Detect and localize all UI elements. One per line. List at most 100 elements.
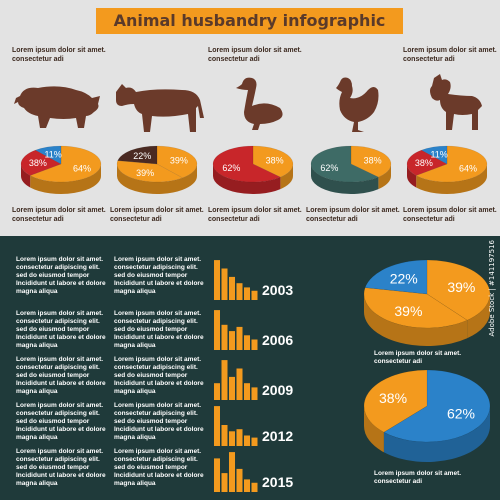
mini-bar	[244, 435, 250, 446]
pie-slice-side	[383, 406, 490, 462]
pie-slice	[156, 145, 198, 179]
mini-bar	[251, 290, 258, 300]
cow-icon	[116, 84, 204, 132]
text-block-4-2: Lorem ipsum dolor sit amet. consectetur a…	[114, 402, 204, 441]
caption-pie-1: Lorem ipsum dolor sit amet. consectetur a…	[12, 207, 106, 223]
mini-bar	[221, 324, 228, 350]
mini-bar	[221, 425, 228, 446]
mini-bar	[229, 376, 235, 400]
page-title: Animal husbandry infographic	[113, 11, 386, 30]
pie-slice-label: 64%	[459, 164, 477, 174]
text-block-2-2: Lorem ipsum dolor sit amet. consectetur a…	[114, 310, 204, 349]
pie-slice	[212, 145, 281, 183]
pie-slice-side	[364, 406, 384, 453]
pie-slice	[364, 259, 428, 295]
text-block-3-1: Lorem ipsum dolor sit amet. consectetur a…	[16, 356, 106, 395]
mini-bar	[251, 482, 258, 492]
pie-slice	[350, 145, 392, 178]
mini-bar	[251, 437, 258, 446]
mini-bar	[236, 429, 243, 446]
mini-bar	[214, 406, 220, 446]
mini-bar	[244, 287, 250, 300]
pie-slice-side	[364, 294, 468, 346]
pie-slice-label: 39%	[447, 279, 475, 295]
pie-slice	[34, 145, 62, 165]
mini-bar	[229, 331, 235, 350]
year-label: 2015	[262, 474, 294, 490]
mini-bar	[251, 339, 258, 350]
pie-slice	[310, 145, 379, 183]
pie-chart-goose: 38% 62%	[212, 145, 294, 194]
pie-slice-side	[467, 294, 490, 339]
text-block-4-1: Lorem ipsum dolor sit amet. consectetur a…	[16, 402, 106, 441]
pie-slice-side	[407, 164, 417, 188]
pie-slice	[383, 369, 491, 443]
text-block-2-1: Lorem ipsum dolor sit amet. consectetur a…	[16, 310, 106, 349]
text-block-5-1: Lorem ipsum dolor sit amet. consectetur a…	[16, 448, 106, 487]
mini-bar	[244, 335, 250, 350]
caption-pie-5: Lorem ipsum dolor sit amet. consectetur a…	[403, 207, 497, 223]
goose-icon	[236, 77, 283, 130]
mini-bar	[221, 473, 228, 492]
title-bar: Animal husbandry infographic	[96, 8, 403, 34]
pie-slice-label: 39%	[170, 156, 188, 166]
pie-slice	[406, 149, 448, 176]
pie-slice	[29, 145, 102, 183]
pie-slice-label: 38%	[266, 155, 284, 165]
year-label: 2009	[262, 382, 294, 398]
pie-slice-label: 38%	[364, 155, 382, 165]
text-block-5-2: Lorem ipsum dolor sit amet. consectetur a…	[114, 448, 204, 487]
pie-slice-label: 62%	[320, 163, 338, 173]
text-block-3-2: Lorem ipsum dolor sit amet. consectetur a…	[114, 356, 204, 395]
caption-pie-4: Lorem ipsum dolor sit amet. consectetur a…	[306, 207, 400, 223]
mini-bar-chart-3	[214, 360, 258, 400]
pie-slice	[420, 145, 448, 165]
caption-top-3: Lorem ipsum dolor sit amet. consectetur a…	[403, 47, 497, 63]
watermark: Adobe Stock | #141197516	[488, 240, 498, 490]
mini-bar-chart-5	[214, 452, 258, 492]
mini-bar-chart-4	[214, 406, 258, 446]
mini-bar	[214, 458, 220, 492]
pie-slice	[117, 145, 158, 165]
caption-big-pie-2: Lorem ipsum dolor sit amet. consectetur a…	[374, 470, 462, 485]
pie-chart-pig: 64% 38%11%	[20, 145, 102, 194]
pie-chart-cow: 39% 39% 22%	[116, 145, 198, 194]
pie-slice-side	[30, 164, 101, 194]
caption-pie-3: Lorem ipsum dolor sit amet. consectetur a…	[208, 207, 302, 223]
pie-slice-label: 22%	[133, 151, 151, 161]
year-label: 2006	[262, 332, 294, 348]
pie-slice-label: 22%	[390, 271, 418, 287]
mini-bar	[244, 479, 250, 492]
mini-bar	[251, 387, 258, 400]
pie-slice-label: 38%	[415, 158, 433, 168]
mini-bar	[244, 383, 250, 400]
mini-bar-chart-1	[214, 260, 258, 300]
mini-bar-chart-2	[214, 310, 258, 350]
pie-slice	[363, 287, 468, 329]
watermark-text: Adobe Stock | #141197516	[488, 240, 496, 337]
caption-big-pie-1: Lorem ipsum dolor sit amet. consectetur a…	[374, 350, 462, 365]
hen-icon	[336, 77, 379, 132]
pie-slice	[20, 149, 62, 176]
caption-pie-2: Lorem ipsum dolor sit amet. consectetur a…	[110, 207, 204, 223]
pie-slice-label: 64%	[73, 164, 91, 174]
pie-slice-label: 38%	[29, 158, 47, 168]
pie-slice	[363, 369, 428, 433]
pie-slice-side	[378, 164, 391, 190]
pie-slice-label: 11%	[430, 149, 447, 159]
pie-slice	[426, 259, 491, 321]
mini-bar	[229, 431, 235, 446]
mini-bar	[214, 310, 220, 350]
pie-chart-hen: 38% 62%	[310, 145, 392, 194]
text-block-1-1: Lorem ipsum dolor sit amet. consectetur a…	[16, 256, 106, 295]
mini-bar	[229, 276, 235, 300]
mini-bar	[214, 383, 220, 400]
pie-slice-side	[311, 164, 379, 194]
goat-icon	[430, 74, 482, 130]
big-pie-chart-2: 62% 38%	[363, 369, 491, 462]
mini-bar	[214, 260, 220, 300]
pie-slice-side	[21, 164, 31, 188]
mini-bar	[236, 326, 243, 350]
pie-slice-side	[182, 164, 197, 190]
pie-slice-side	[213, 164, 281, 194]
